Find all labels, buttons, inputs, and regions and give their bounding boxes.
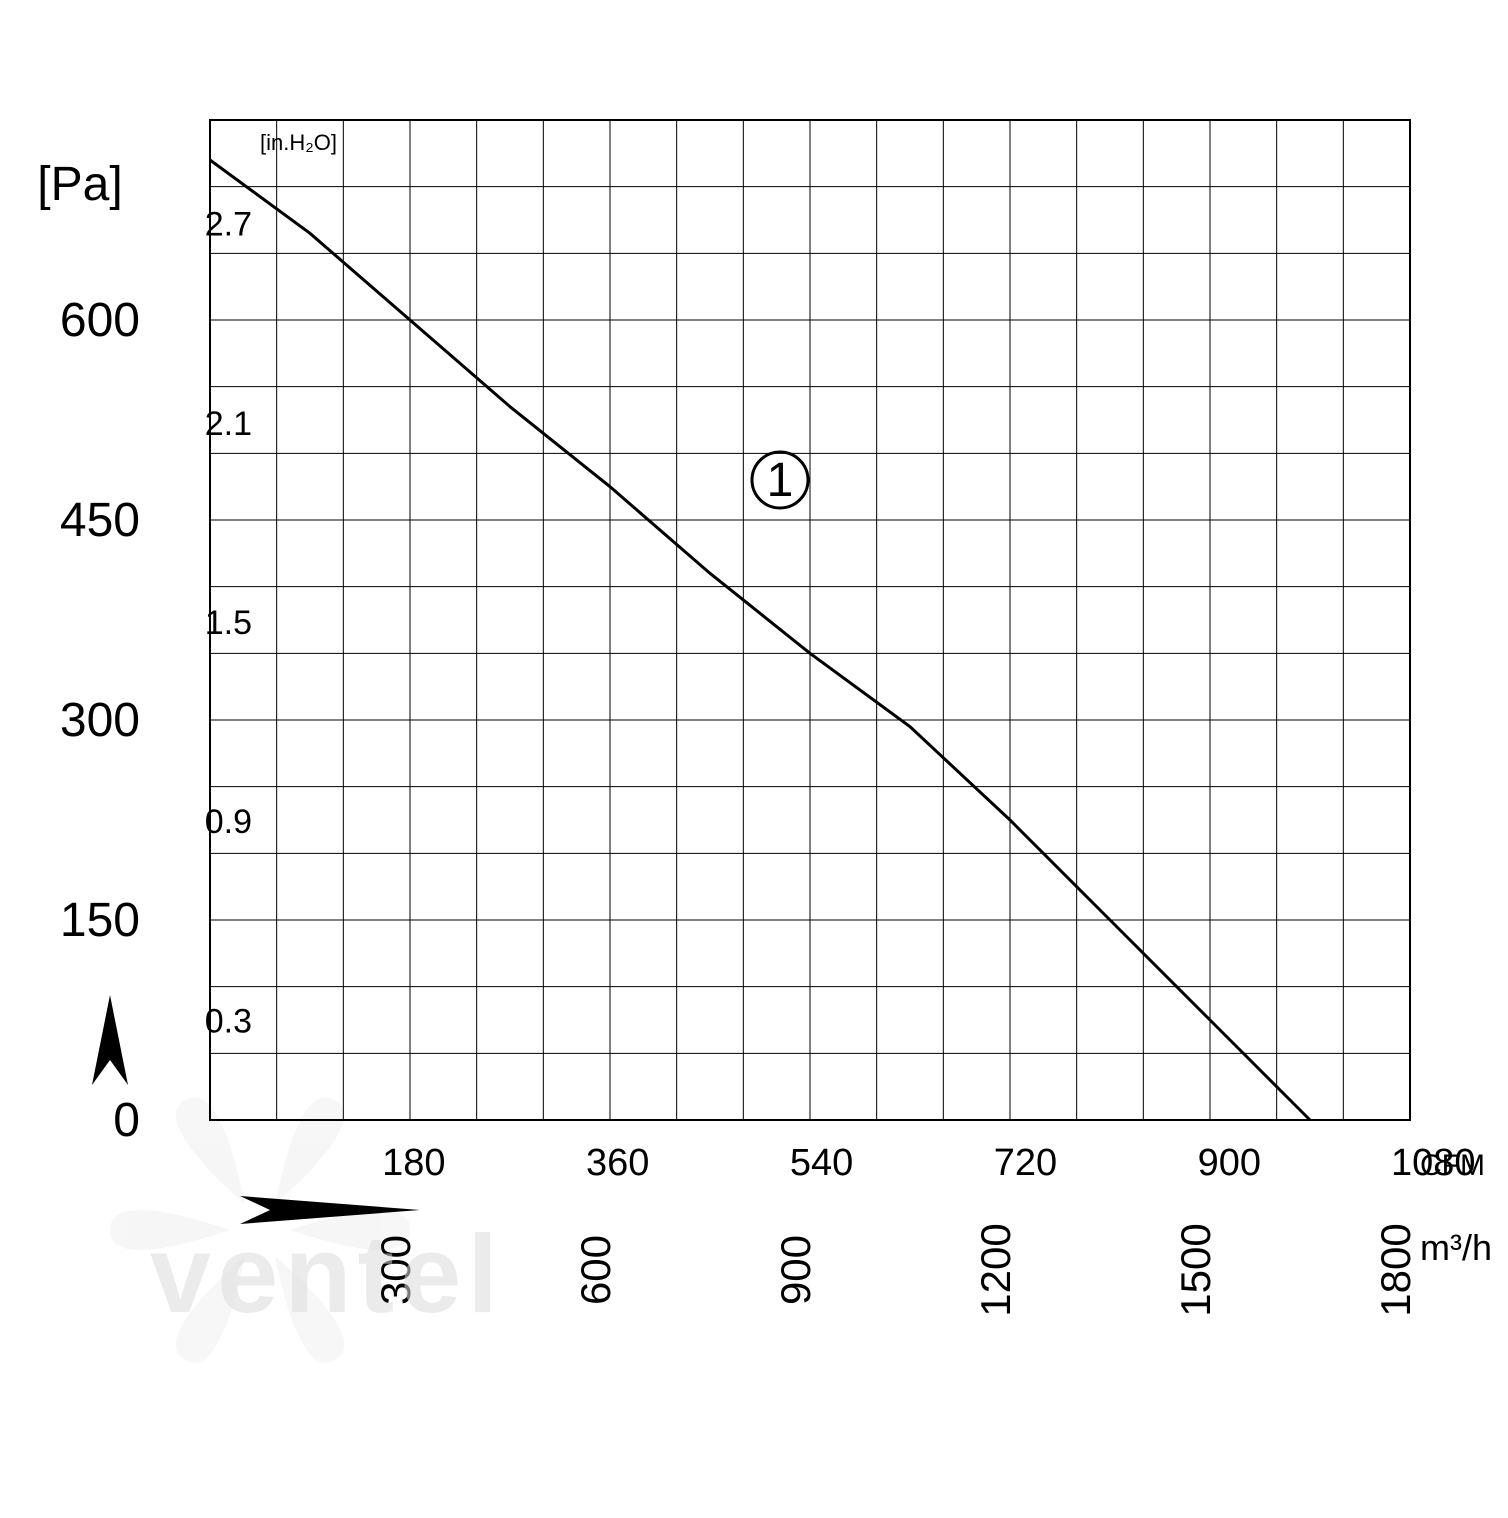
y-tick-inh2o: 2.1 (205, 405, 252, 443)
x-tick-cfm: 900 (1198, 1142, 1261, 1184)
x-tick-m3h: 1500 (1172, 1223, 1219, 1316)
y-tick-inh2o: 0.3 (205, 1002, 252, 1040)
y-tick-inh2o: 0.9 (205, 803, 252, 841)
x-tick-m3h: 1200 (972, 1223, 1019, 1316)
y-tick-inh2o: 2.7 (205, 206, 252, 244)
x-tick-m3h: 900 (772, 1235, 819, 1305)
x-tick-m3h: 1800 (1372, 1223, 1419, 1316)
x-tick-m3h: 300 (372, 1235, 419, 1305)
x-tick-cfm: 540 (790, 1142, 853, 1184)
x-axis-label-cfm: CFM (1420, 1149, 1485, 1182)
y-axis-label-inh2o: [in.H₂O] (260, 130, 337, 155)
y-tick-pa: 450 (60, 494, 140, 547)
x-tick-cfm: 180 (382, 1142, 445, 1184)
series-marker-label: 1 (767, 454, 794, 507)
y-tick-pa: 600 (60, 294, 140, 347)
y-axis-label-pa: [Pa] (37, 158, 122, 211)
x-axis-label-m3h: m³/h (1420, 1227, 1492, 1268)
y-tick-pa: 0 (113, 1094, 140, 1147)
x-tick-cfm: 360 (586, 1142, 649, 1184)
y-tick-pa: 150 (60, 894, 140, 947)
x-tick-cfm: 720 (994, 1142, 1057, 1184)
y-tick-inh2o: 1.5 (205, 604, 252, 642)
fan-performance-chart: 0 150 300 450 600 [Pa] 0.3 0.9 1.5 2.1 2.7 [in.H₂O]… (0, 0, 1508, 1518)
y-tick-pa: 300 (60, 694, 140, 747)
chart-svg: 0 150 300 450 600 [Pa] 0.3 0.9 1.5 2.1 2.7 [in.H₂O]… (0, 0, 1508, 1518)
x-tick-m3h: 600 (572, 1235, 619, 1305)
